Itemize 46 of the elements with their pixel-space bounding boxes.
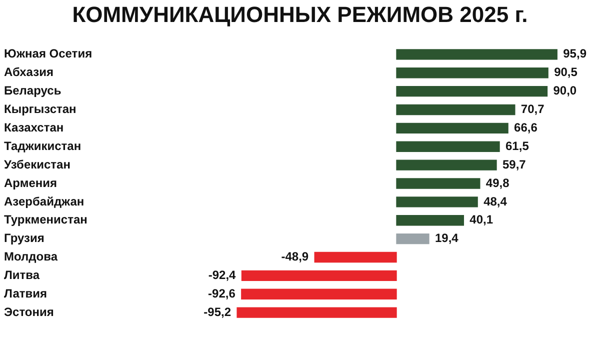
data-label: 95,9 <box>563 46 587 61</box>
data-label: -48,9 <box>281 250 309 264</box>
data-label: 19,4 <box>434 231 459 246</box>
y-tick-label: Литва <box>4 268 40 282</box>
data-label: 70,7 <box>520 102 545 116</box>
y-tick-label: Кыргызстан <box>4 102 76 116</box>
y-tick-label: Армения <box>4 176 58 190</box>
bar <box>396 141 500 152</box>
data-label: 48,4 <box>484 194 508 208</box>
y-tick-label: Абхазия <box>4 65 54 80</box>
bar <box>396 178 480 189</box>
bar <box>396 215 464 226</box>
data-label: 90,5 <box>554 65 578 80</box>
y-tick-label: Южная Осетия <box>4 46 92 61</box>
data-label: 59,7 <box>502 157 526 172</box>
data-label: -92,4 <box>208 268 236 282</box>
y-tick-label: Эстония <box>4 304 54 319</box>
y-tick-label: Туркменистан <box>4 212 88 227</box>
bar <box>314 252 397 263</box>
bar <box>396 196 478 208</box>
data-label: 90,0 <box>553 84 577 98</box>
bar <box>241 270 397 282</box>
data-label: -92,6 <box>208 286 236 300</box>
bar <box>396 122 508 134</box>
y-tick-label: Азербайджан <box>4 194 84 208</box>
data-label: -95,2 <box>204 304 232 319</box>
data-label: 61,5 <box>506 138 530 153</box>
bar <box>396 68 548 78</box>
data-label: 49,8 <box>486 176 510 190</box>
y-tick-label: Молдова <box>4 250 58 264</box>
bar <box>396 233 430 244</box>
y-tick-label: Латвия <box>4 286 48 300</box>
bar <box>396 104 516 116</box>
bar <box>396 86 548 97</box>
bar <box>396 49 558 60</box>
data-label: 66,6 <box>514 120 538 134</box>
y-tick-label: Таджикистан <box>4 138 82 153</box>
bar <box>236 307 397 318</box>
y-tick-label: Беларусь <box>4 84 62 98</box>
chart-title: КОММУНИКАЦИОННЫХ РЕЖИМОВ 2025 г. <box>71 1 529 29</box>
bar <box>241 288 397 300</box>
y-tick-label: Грузия <box>4 231 44 246</box>
y-tick-label: Казахстан <box>4 120 64 134</box>
y-tick-label: Узбекистан <box>4 157 70 172</box>
data-label: 40,1 <box>470 212 494 227</box>
bar <box>396 160 497 170</box>
